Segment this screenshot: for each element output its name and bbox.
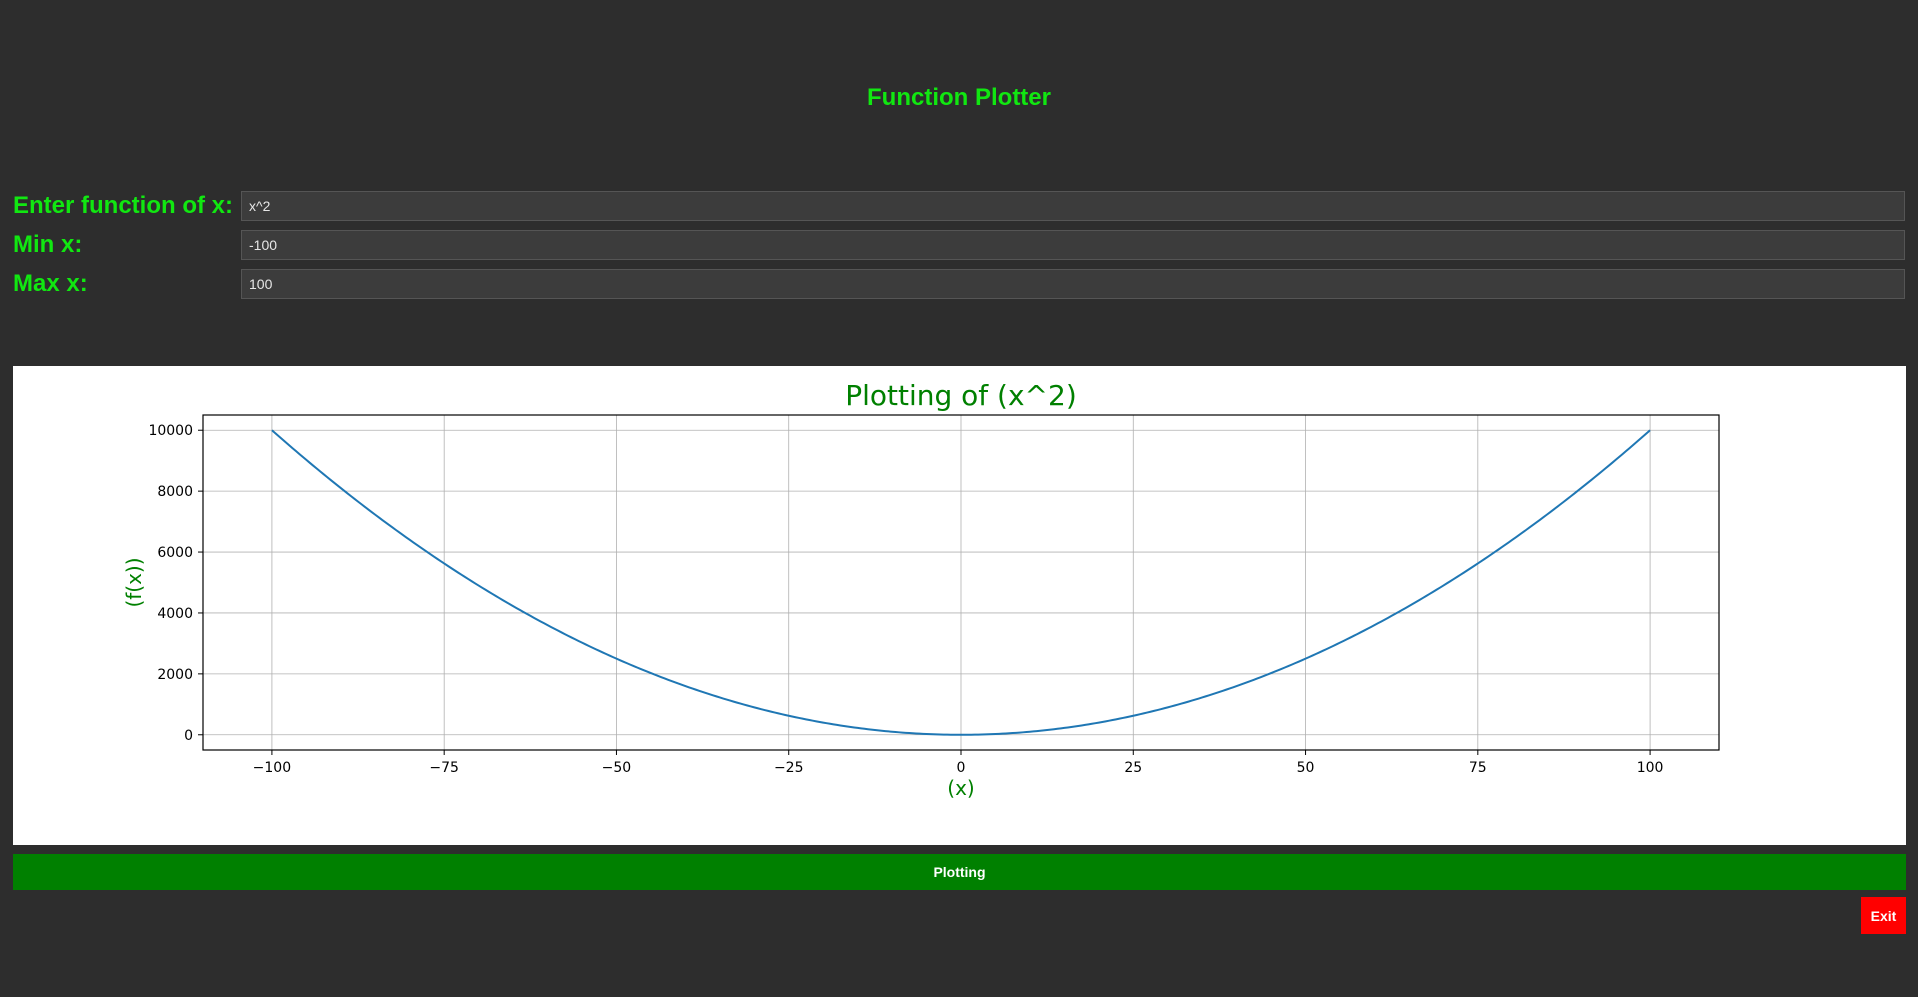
series-line [271,429,1651,736]
grid-layer [203,415,1719,750]
x-tick-label: 100 [1637,760,1664,776]
app-title: Function Plotter [867,84,1051,111]
max-x-input[interactable] [241,269,1905,299]
y-tick-label: 0 [184,728,193,744]
function-label: Enter function of x: [13,192,233,219]
y-axis-label: (f(x)) [122,557,146,607]
x-tick-label: 25 [1124,760,1142,776]
function-input[interactable] [241,191,1905,221]
x-tick-label: −75 [429,760,459,776]
y-tick-label: 10000 [148,423,193,439]
y-tick-label: 6000 [157,545,193,561]
min-x-label: Min x: [13,231,83,258]
x-tick-label: 50 [1297,760,1315,776]
plotting-button[interactable]: Plotting [13,854,1906,890]
x-tick-label: −50 [602,760,632,776]
tick-layer: −100 −75 −50 −25 0 25 50 75 100 0 2000 4000 6000 8000… [148,423,1663,776]
x-tick-label: 0 [957,760,966,776]
plot-chart: −100 −75 −50 −25 0 25 50 75 100 0 2000 4000 6000 8000… [122,379,1720,800]
x-axis-label: (x) [947,776,974,800]
x-tick-label: 75 [1469,760,1487,776]
min-x-input[interactable] [241,230,1905,260]
x-tick-label: −25 [774,760,804,776]
exit-button[interactable]: Exit [1861,897,1906,934]
x-tick-label: −100 [253,760,291,776]
y-tick-label: 4000 [157,606,193,622]
plot-panel: −100 −75 −50 −25 0 25 50 75 100 0 2000 4000 6000 8000… [13,366,1906,845]
y-tick-label: 8000 [157,484,193,500]
max-x-label: Max x: [13,270,88,297]
series-layer [271,429,1651,736]
chart-title: Plotting of (x^2) [845,379,1077,412]
y-tick-label: 2000 [157,667,193,683]
